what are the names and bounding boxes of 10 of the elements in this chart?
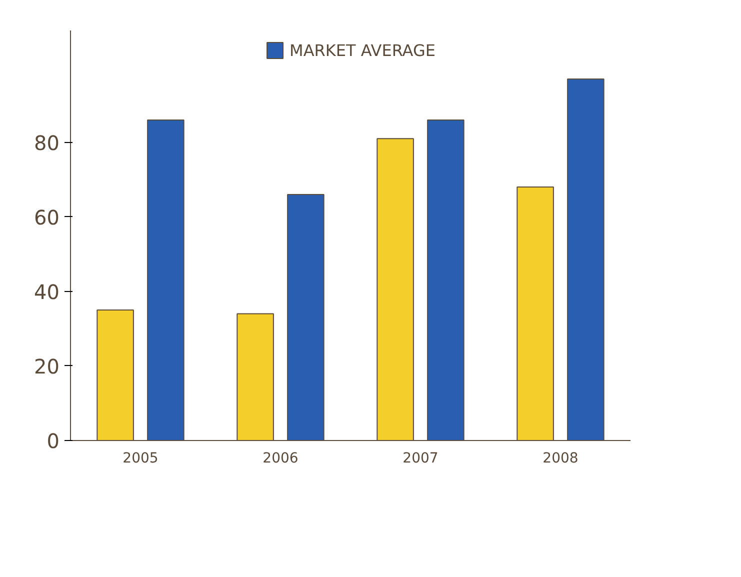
y-tick-label: 60 <box>34 205 60 230</box>
x-tick-label: 2008 <box>542 450 578 466</box>
y-tick-label: 0 <box>46 429 60 453</box>
x-tick-label: 2007 <box>402 450 438 466</box>
x-tick-label: 2005 <box>122 450 158 466</box>
legend-label: MARKET AVERAGE <box>290 40 436 60</box>
y-tick-label: 80 <box>34 130 60 155</box>
x-tick-label: 2006 <box>262 450 298 466</box>
y-tick-label: 40 <box>34 280 60 304</box>
y-tick-label: 20 <box>34 354 60 378</box>
